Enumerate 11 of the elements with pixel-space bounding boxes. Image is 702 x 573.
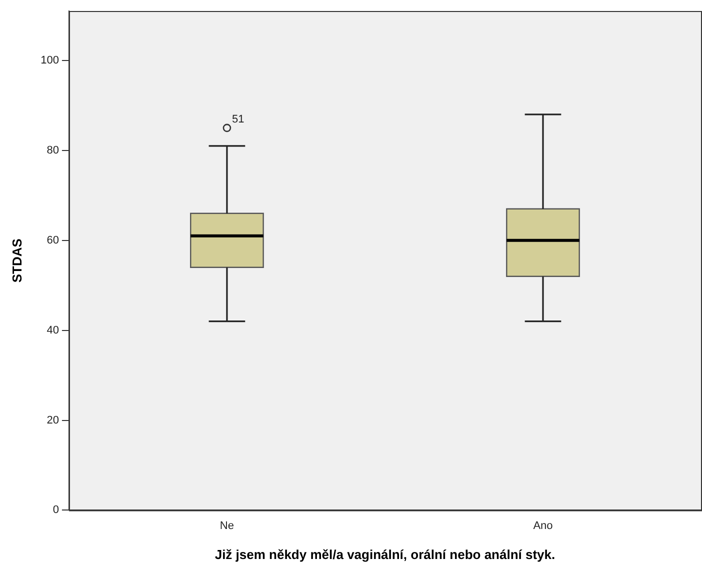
x-tick-label: Ne — [220, 520, 234, 532]
x-tick-label: Ano — [533, 520, 553, 532]
annotation: 51 — [232, 113, 244, 126]
y-tick-label: 80 — [46, 144, 59, 156]
y-tick-label: 100 — [40, 54, 59, 66]
y-tick-label: 0 — [52, 504, 59, 516]
x-axis-title: Již jsem někdy měl/a vaginální, orální nebo anální styk. — [214, 546, 556, 562]
y-tick-label: 60 — [46, 234, 59, 246]
y-axis-title: STDAS — [9, 238, 24, 283]
y-tick-label: 40 — [46, 324, 59, 336]
y-tick-label: 20 — [46, 414, 59, 426]
